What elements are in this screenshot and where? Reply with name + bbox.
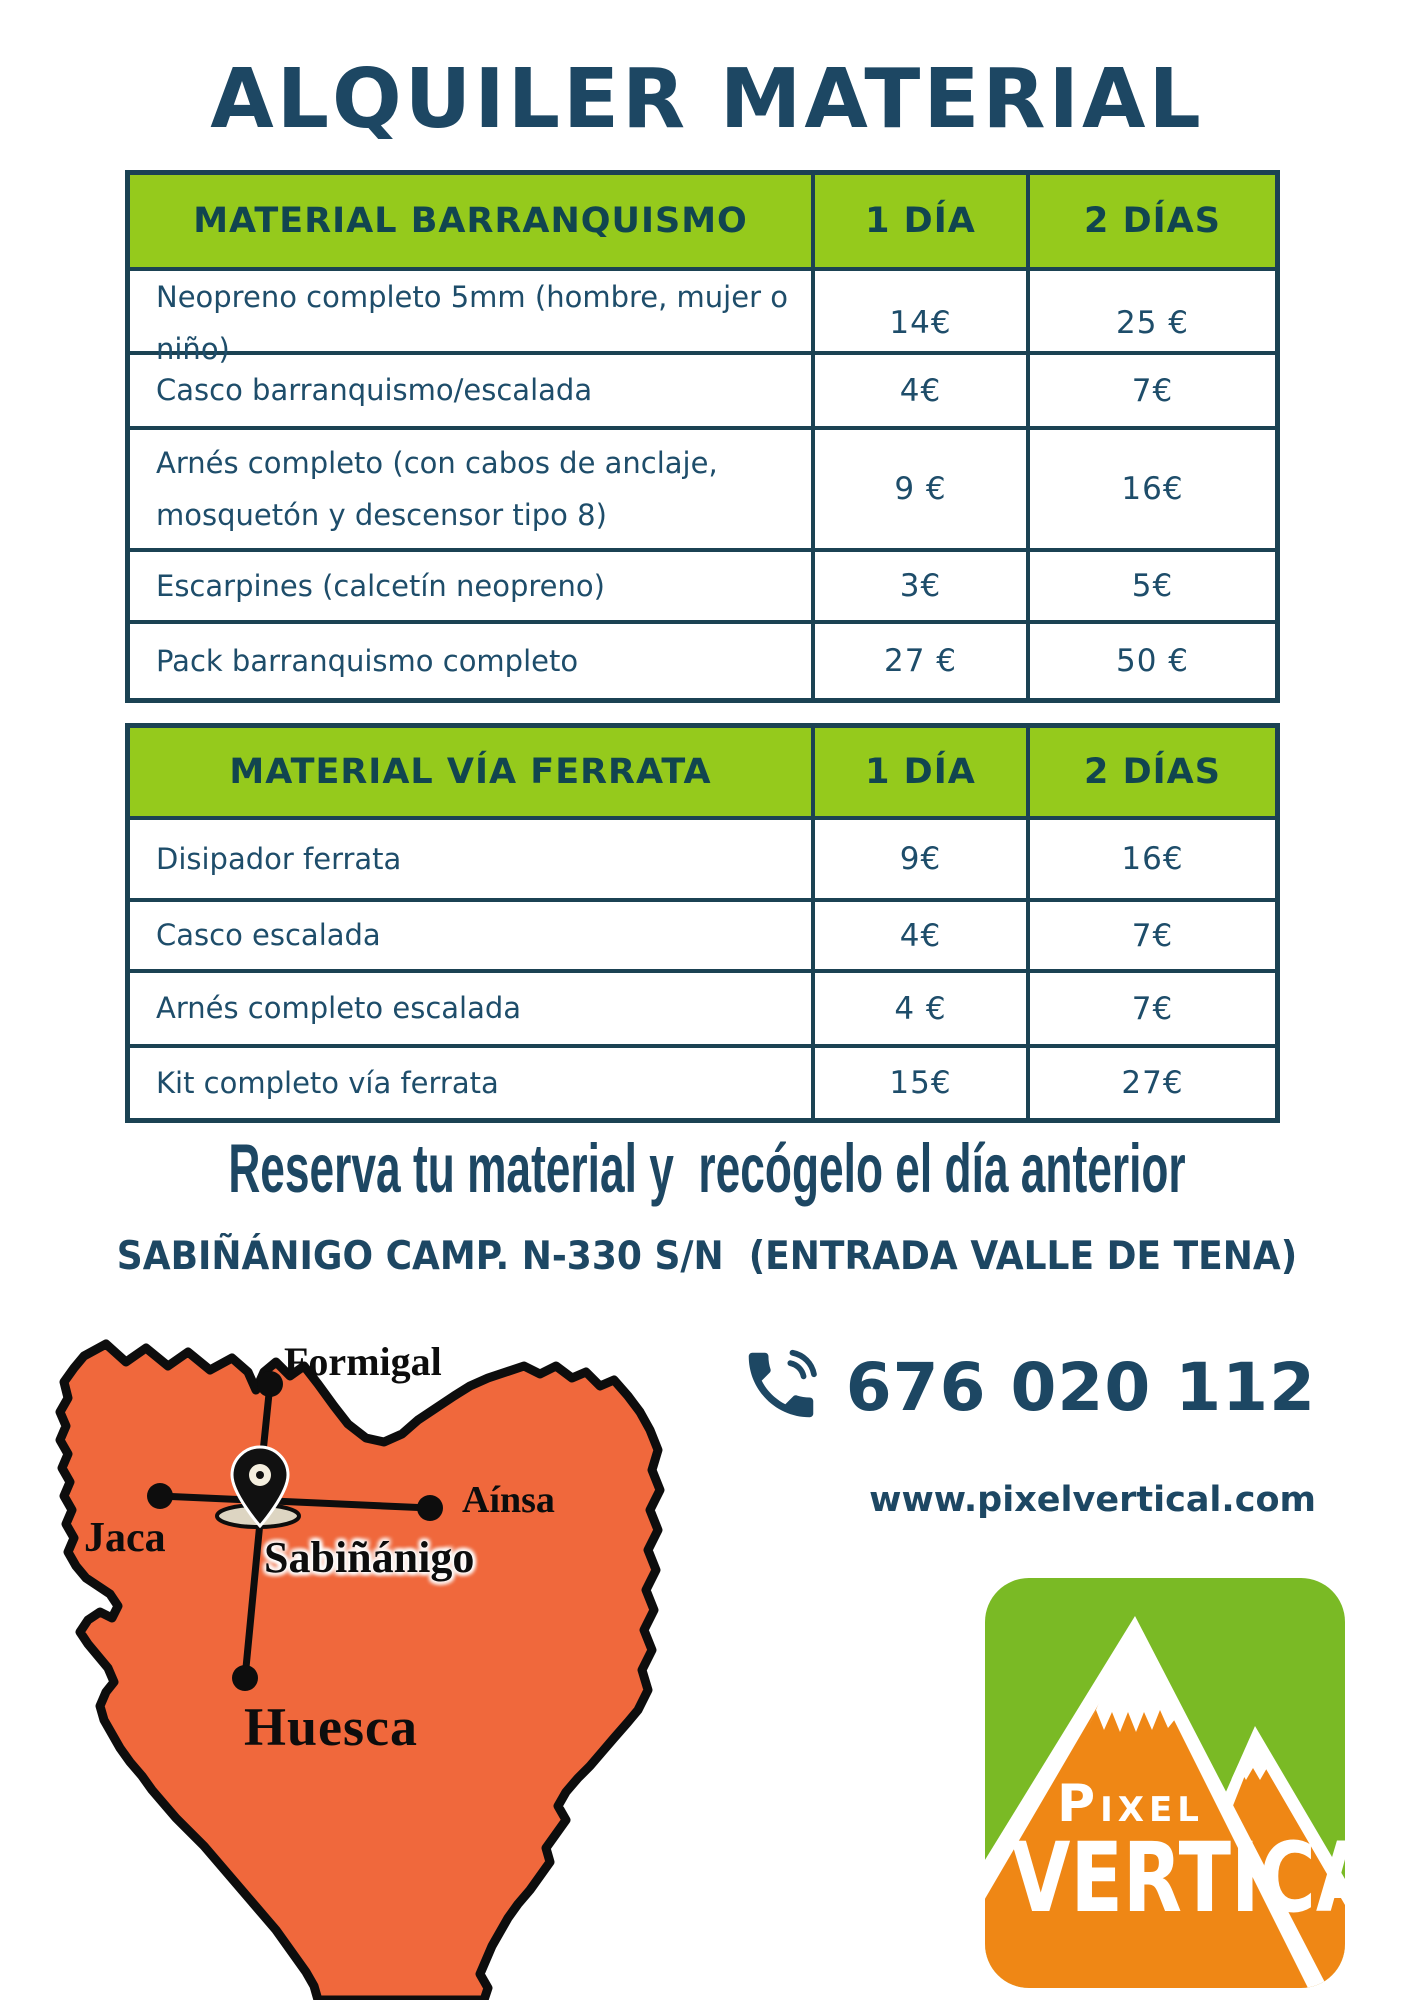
map-label-huesca: Huesca — [244, 1697, 418, 1757]
table-row: Escarpines (calcetín neopreno) 3€ 5€ — [130, 548, 1275, 620]
table-header-row: MATERIAL BARRANQUISMO 1 DÍA 2 DÍAS — [130, 175, 1275, 267]
pixel-vertical-logo: PIXEL VERTICAL — [985, 1578, 1345, 1988]
table-row: Pack barranquismo completo 27 € 50 € — [130, 620, 1275, 698]
phone-icon — [738, 1342, 824, 1432]
price-2days: 16€ — [1026, 820, 1275, 898]
item-label: Arnés completo (con cabos de anclaje, mo… — [156, 445, 718, 532]
province-shape — [55, 1339, 665, 2000]
item-label: Neopreno completo 5mm (hombre, mujer o n… — [156, 280, 788, 367]
price-1day: 15€ — [811, 1048, 1026, 1118]
table-header-row: MATERIAL VÍA FERRATA 1 DÍA 2 DÍAS — [130, 728, 1275, 816]
phone-number: 676 020 112 — [845, 1348, 1316, 1426]
item-label: Casco barranquismo/escalada — [156, 373, 593, 408]
price-1day: 14€ — [811, 271, 1026, 376]
item-label: Arnés completo escalada — [156, 991, 522, 1026]
map-label-jaca: Jaca — [84, 1515, 166, 1561]
price-1day: 4€ — [811, 355, 1026, 426]
logo-text-vertical: VERTICAL — [1011, 1822, 1345, 1934]
map-label-formigal: Formigal — [284, 1339, 442, 1384]
table-row: Arnés completo (con cabos de anclaje, mo… — [130, 426, 1275, 548]
item-label: Casco escalada — [156, 918, 381, 953]
item-label: Kit completo vía ferrata — [156, 1065, 499, 1100]
price-2days: 27€ — [1026, 1048, 1275, 1118]
price-1day: 9 € — [811, 430, 1026, 548]
price-2days: 25 € — [1026, 271, 1275, 376]
table-row: Neopreno completo 5mm (hombre, mujer o n… — [130, 267, 1275, 376]
price-1day: 9€ — [811, 820, 1026, 898]
page-title: ALQUILER MATERIAL — [210, 52, 1204, 147]
price-1day: 4 € — [811, 973, 1026, 1044]
price-1day: 4€ — [811, 902, 1026, 969]
location-pin-icon — [215, 1445, 301, 1529]
map-label-ainsa: Aínsa — [462, 1479, 555, 1521]
map-label-sabinanigo: Sabiñánigo — [264, 1533, 475, 1582]
table-row: Arnés completo escalada 4 € 7€ — [130, 969, 1275, 1044]
logo-text-pixel: PIXEL — [1057, 1774, 1204, 1834]
price-1day: 3€ — [811, 552, 1026, 620]
item-label: Disipador ferrata — [156, 841, 402, 876]
item-label: Escarpines (calcetín neopreno) — [156, 568, 605, 603]
column-header: 1 DÍA — [811, 728, 1026, 816]
table-via-ferrata: MATERIAL VÍA FERRATA 1 DÍA 2 DÍAS Disipa… — [125, 723, 1280, 1123]
column-header: 2 DÍAS — [1026, 175, 1275, 267]
column-header: MATERIAL VÍA FERRATA — [229, 751, 712, 792]
column-header: 2 DÍAS — [1026, 728, 1275, 816]
price-2days: 7€ — [1026, 902, 1275, 969]
price-2days: 7€ — [1026, 973, 1275, 1044]
phone-row: 676 020 112 — [740, 1332, 1316, 1442]
price-2days: 50 € — [1026, 624, 1275, 698]
column-header: 1 DÍA — [811, 175, 1026, 267]
table-row: Disipador ferrata 9€ 16€ — [130, 816, 1275, 898]
map-graphic — [55, 1339, 665, 2000]
price-2days: 7€ — [1026, 355, 1275, 426]
column-header: MATERIAL BARRANQUISMO — [193, 200, 748, 241]
table-row: Casco escalada 4€ 7€ — [130, 898, 1275, 969]
reservation-note: Reserva tu material y recógelo el día an… — [228, 1130, 1186, 1208]
price-2days: 5€ — [1026, 552, 1275, 620]
price-1day: 27 € — [811, 624, 1026, 698]
address-line: SABIÑÁNIGO CAMP. N-330 S/N (ENTRADA VALL… — [116, 1234, 1298, 1279]
item-label: Pack barranquismo completo — [156, 643, 579, 678]
mountain-icon — [985, 1616, 1345, 1988]
table-row: Kit completo vía ferrata 15€ 27€ — [130, 1044, 1275, 1118]
table-barranquismo: MATERIAL BARRANQUISMO 1 DÍA 2 DÍAS Neopr… — [125, 170, 1280, 703]
huesca-province-map: Formigal Jaca Aínsa Sabiñánigo Huesca — [18, 1322, 680, 2000]
price-2days: 16€ — [1026, 430, 1275, 548]
table-row: Casco barranquismo/escalada 4€ 7€ — [130, 351, 1275, 426]
town-dots — [147, 1371, 443, 1691]
website-url: www.pixelvertical.com — [869, 1480, 1316, 1520]
